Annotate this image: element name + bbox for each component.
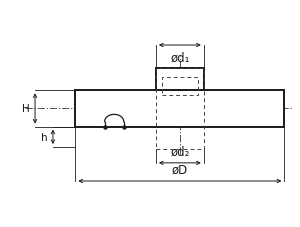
Bar [162,77,198,95]
Text: øD: øD [172,163,188,175]
Text: H: H [22,104,30,114]
Bar [156,68,204,91]
Bar [156,68,204,150]
Text: ød₂: ød₂ [170,145,190,158]
Bar [75,91,284,127]
Text: h: h [41,132,48,142]
Text: ød₁: ød₁ [170,52,190,64]
